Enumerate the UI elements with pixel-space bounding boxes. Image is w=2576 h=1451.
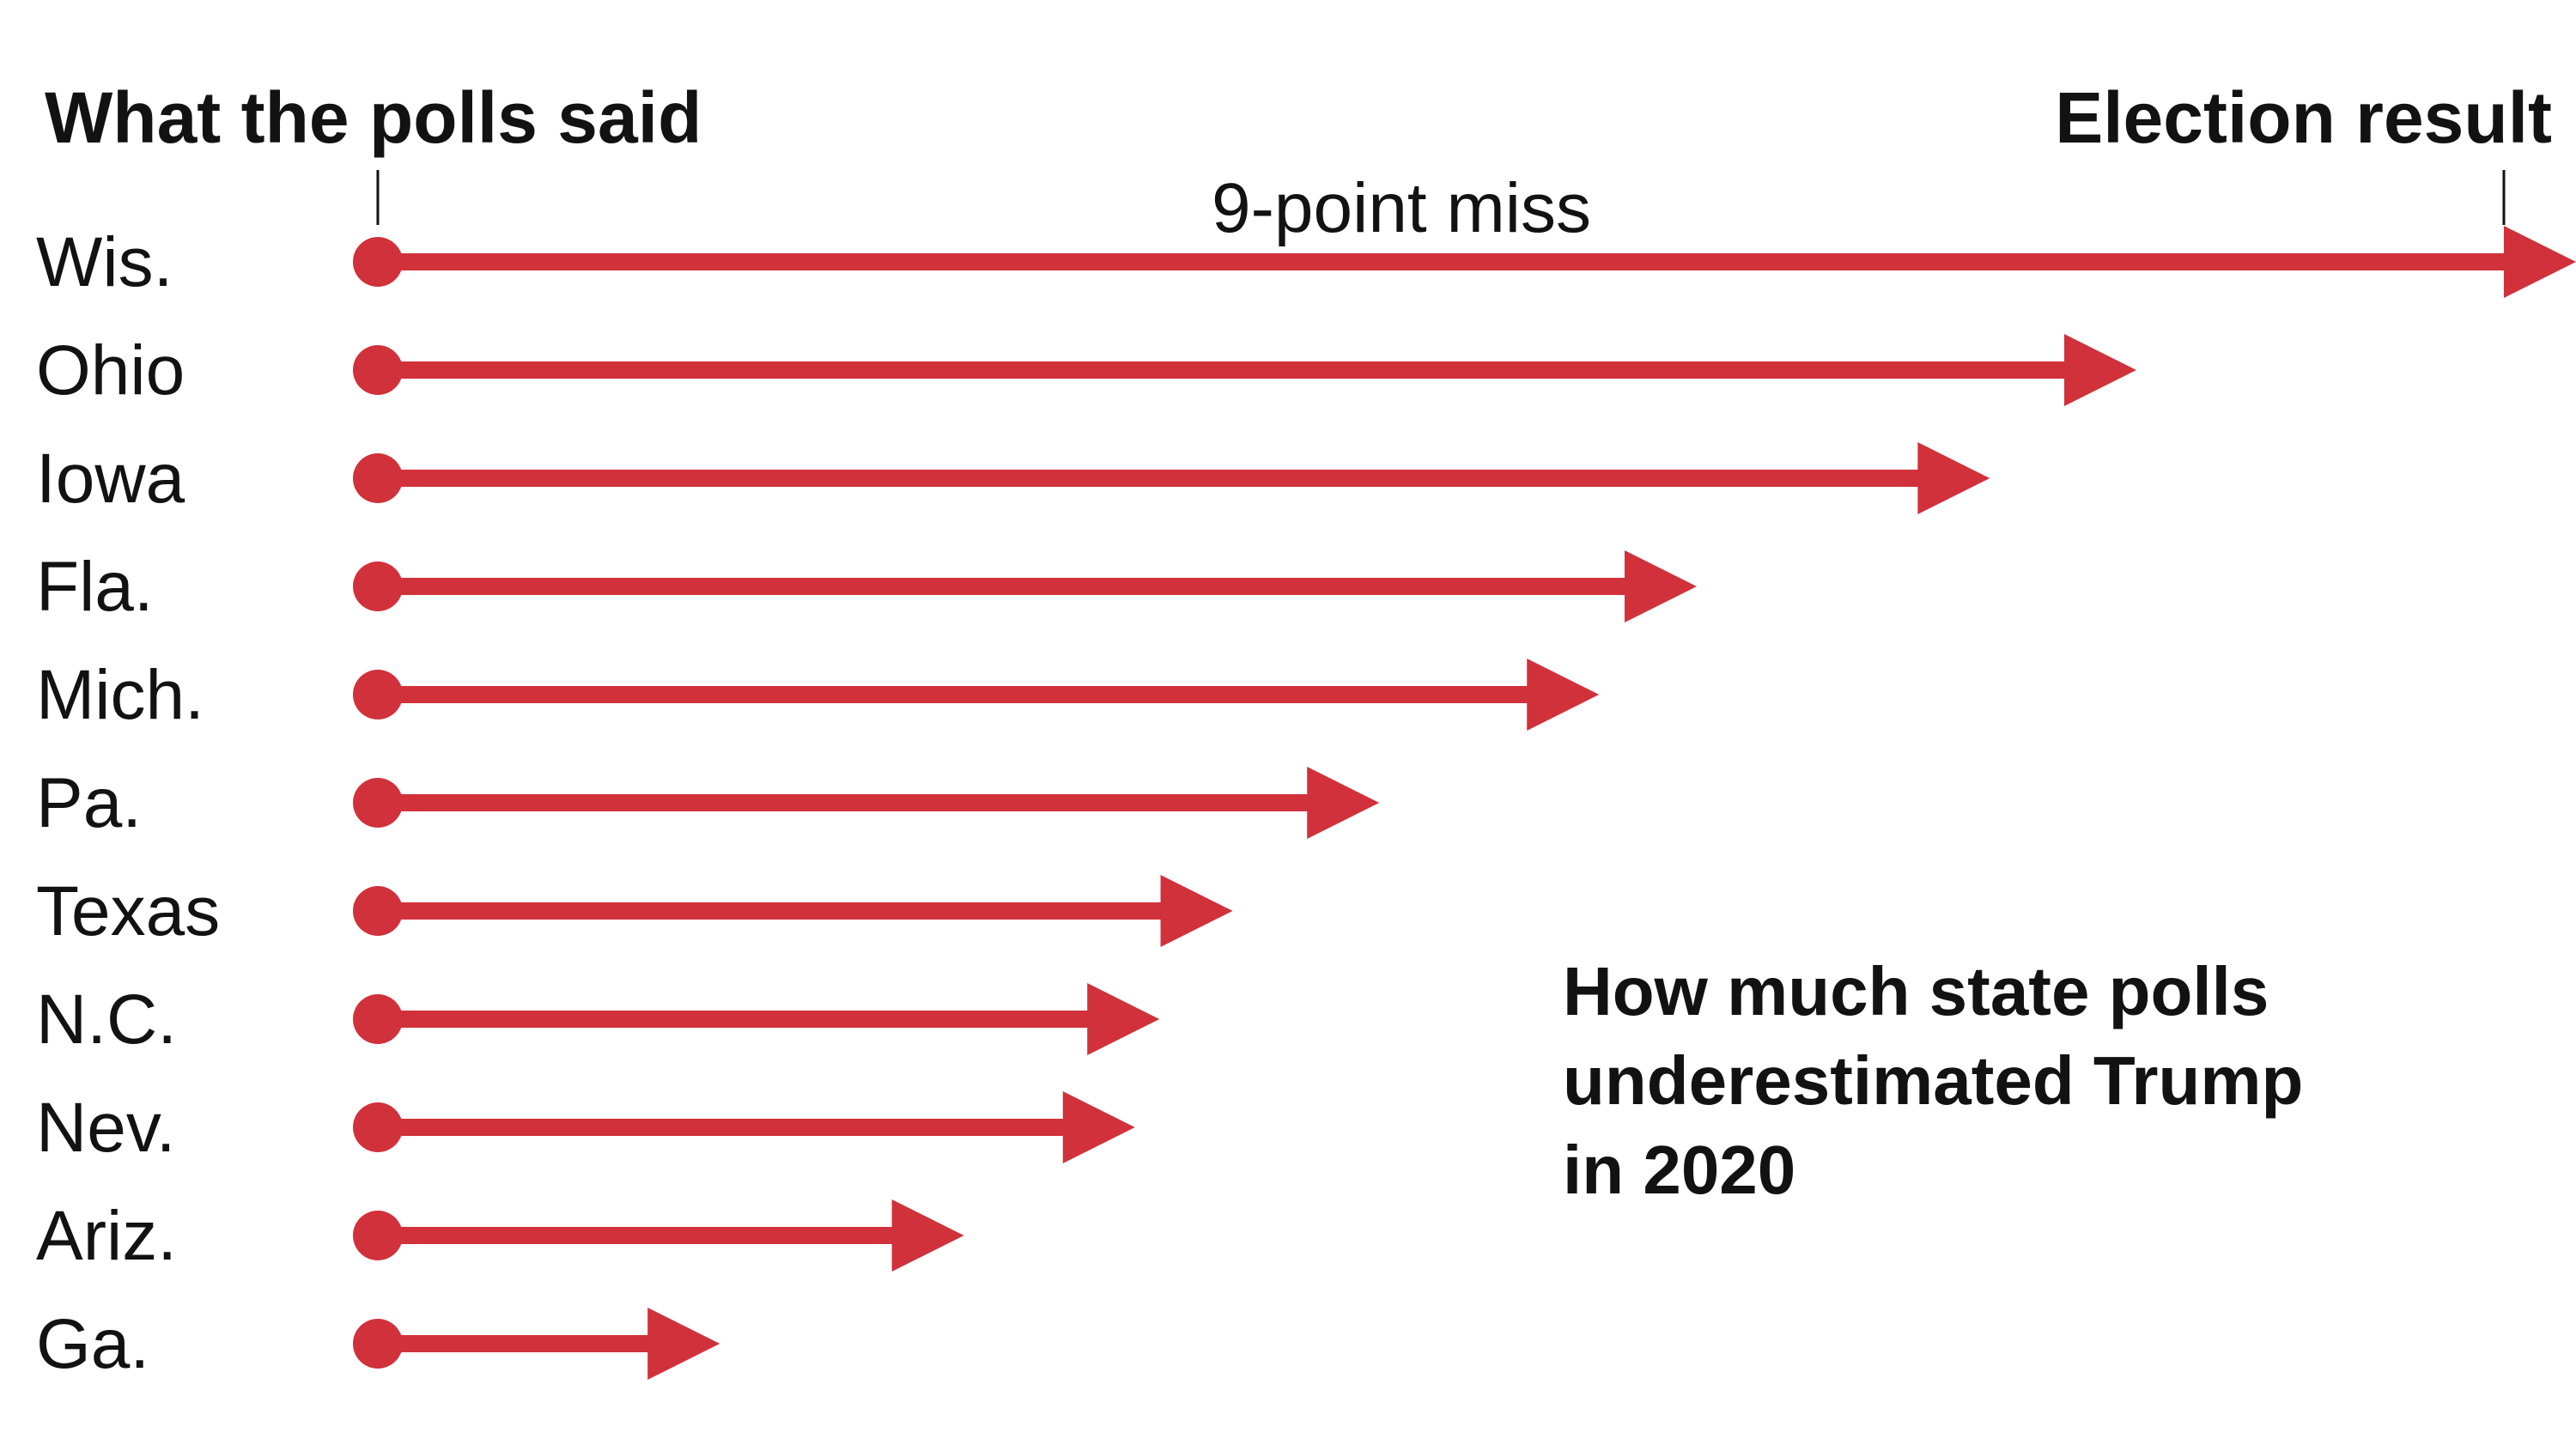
state-label: Iowa: [36, 440, 185, 518]
arrow-head: [1625, 550, 1697, 622]
miss-annotation: 9-point miss: [1212, 169, 1591, 247]
arrow-head: [1062, 1091, 1135, 1163]
state-label: Pa.: [36, 764, 142, 842]
title-line-3: in 2020: [1563, 1132, 1795, 1208]
arrow-head: [891, 1199, 964, 1272]
arrow-head: [1917, 442, 1990, 514]
state-label: Ga.: [36, 1305, 149, 1383]
arrow-head: [647, 1308, 720, 1380]
state-label: Ohio: [36, 331, 185, 410]
arrow-head: [1087, 983, 1160, 1055]
arrow-head: [2064, 334, 2136, 406]
arrow-head: [2504, 226, 2576, 298]
arrow-head: [1307, 767, 1380, 839]
state-label: Mich.: [36, 656, 204, 734]
left-header: What the polls said: [45, 77, 702, 158]
state-label: Wis.: [36, 223, 173, 301]
state-label: N.C.: [36, 980, 177, 1059]
title-line-2: underestimated Trump: [1563, 1042, 2303, 1119]
right-header: Election result: [2055, 77, 2552, 158]
arrow-head: [1160, 875, 1233, 947]
state-label: Nev.: [36, 1089, 176, 1167]
state-label: Ariz.: [36, 1197, 177, 1275]
chart-title: How much state polls underestimated Trum…: [1563, 953, 2307, 1208]
state-label: Texas: [36, 872, 220, 950]
state-rows: Wis. Ohio Iowa Fla. Mich. Pa. Texas N.C. Nev. Ari…: [36, 223, 2576, 1383]
state-label: Fla.: [36, 548, 154, 626]
title-line-1: How much state polls: [1563, 953, 2269, 1029]
arrow-head: [1527, 659, 1600, 731]
